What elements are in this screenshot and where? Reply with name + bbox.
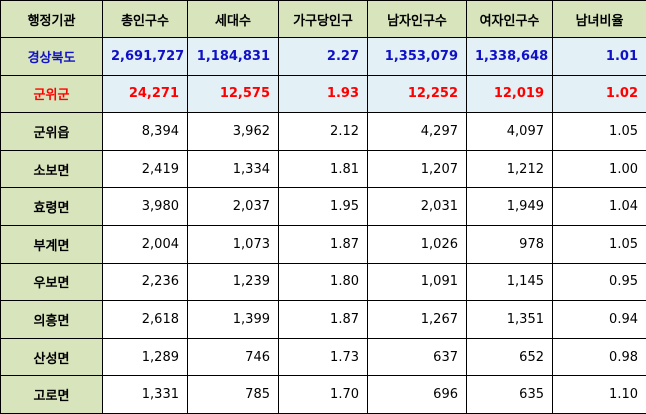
- value-cell: 1.70: [278, 375, 368, 414]
- table-body: 경상북도 2,691,727 1,184,831 2.27 1,353,079 1,338…: [0, 37, 646, 414]
- value-cell: 1,239: [187, 262, 279, 302]
- value-cell: 1.80: [278, 262, 368, 302]
- value-cell: 1.81: [278, 149, 368, 189]
- value-cell: 2,419: [102, 149, 188, 189]
- region-cell: 효령면: [0, 187, 103, 226]
- value-cell: 1.87: [278, 300, 368, 339]
- region-cell: 의흥면: [0, 300, 103, 339]
- region-cell: 우보면: [0, 262, 103, 302]
- value-cell: 696: [367, 375, 467, 414]
- region-cell: 소보면: [0, 149, 103, 189]
- value-cell: 1,351: [466, 300, 553, 339]
- region-cell: 산성면: [0, 337, 103, 377]
- value-cell: 1.04: [552, 187, 646, 226]
- value-cell: 1,207: [367, 149, 467, 189]
- value-cell: 1.73: [278, 337, 368, 377]
- header-row: 행정기관 총인구수 세대수 가구당인구 남자인구수 여자인구수 남녀비율: [0, 0, 646, 38]
- value-cell: 12,252: [367, 74, 467, 114]
- region-cell: 군위군: [0, 74, 103, 114]
- value-cell: 0.95: [552, 262, 646, 302]
- value-cell: 637: [367, 337, 467, 377]
- value-cell: 1.95: [278, 187, 368, 226]
- value-cell: 1,267: [367, 300, 467, 339]
- value-cell: 2.27: [278, 37, 368, 76]
- value-cell: 4,297: [367, 112, 467, 151]
- header-cell: 여자인구수: [466, 0, 553, 38]
- value-cell: 1,091: [367, 262, 467, 302]
- value-cell: 2,618: [102, 300, 188, 339]
- value-cell: 0.98: [552, 337, 646, 377]
- value-cell: 635: [466, 375, 553, 414]
- table-row: 부계면 2,004 1,073 1.87 1,026 978 1.05: [0, 224, 646, 264]
- value-cell: 1.02: [552, 74, 646, 114]
- value-cell: 652: [466, 337, 553, 377]
- value-cell: 746: [187, 337, 279, 377]
- value-cell: 8,394: [102, 112, 188, 151]
- value-cell: 1,289: [102, 337, 188, 377]
- table-row: 경상북도 2,691,727 1,184,831 2.27 1,353,079 1,338…: [0, 37, 646, 76]
- value-cell: 1,338,648: [466, 37, 553, 76]
- value-cell: 1,073: [187, 224, 279, 264]
- region-cell: 경상북도: [0, 37, 103, 76]
- value-cell: 1.10: [552, 375, 646, 414]
- value-cell: 0.94: [552, 300, 646, 339]
- table-row: 효령면 3,980 2,037 1.95 2,031 1,949 1.04: [0, 187, 646, 226]
- header-cell: 남녀비율: [552, 0, 646, 38]
- value-cell: 1,026: [367, 224, 467, 264]
- table-row: 우보면 2,236 1,239 1.80 1,091 1,145 0.95: [0, 262, 646, 302]
- table-row: 소보면 2,419 1,334 1.81 1,207 1,212 1.00: [0, 149, 646, 189]
- header-cell: 남자인구수: [367, 0, 467, 38]
- table-row: 의흥면 2,618 1,399 1.87 1,267 1,351 0.94: [0, 300, 646, 339]
- table-row: 고로면 1,331 785 1.70 696 635 1.10: [0, 375, 646, 414]
- value-cell: 2,004: [102, 224, 188, 264]
- header-cell: 총인구수: [102, 0, 188, 38]
- value-cell: 12,019: [466, 74, 553, 114]
- value-cell: 2,037: [187, 187, 279, 226]
- value-cell: 1.87: [278, 224, 368, 264]
- value-cell: 785: [187, 375, 279, 414]
- value-cell: 1.01: [552, 37, 646, 76]
- value-cell: 12,575: [187, 74, 279, 114]
- value-cell: 24,271: [102, 74, 188, 114]
- value-cell: 978: [466, 224, 553, 264]
- value-cell: 2,031: [367, 187, 467, 226]
- region-cell: 군위읍: [0, 112, 103, 151]
- region-cell: 고로면: [0, 375, 103, 414]
- table-row: 군위읍 8,394 3,962 2.12 4,297 4,097 1.05: [0, 112, 646, 151]
- value-cell: 1,949: [466, 187, 553, 226]
- value-cell: 1,184,831: [187, 37, 279, 76]
- region-cell: 부계면: [0, 224, 103, 264]
- table-row: 군위군 24,271 12,575 1.93 12,252 12,019 1.02: [0, 74, 646, 114]
- value-cell: 1.00: [552, 149, 646, 189]
- value-cell: 4,097: [466, 112, 553, 151]
- header-cell: 행정기관: [0, 0, 103, 38]
- header-cell: 가구당인구: [278, 0, 368, 38]
- value-cell: 1,212: [466, 149, 553, 189]
- value-cell: 1,399: [187, 300, 279, 339]
- value-cell: 1.05: [552, 224, 646, 264]
- value-cell: 2.12: [278, 112, 368, 151]
- value-cell: 1.93: [278, 74, 368, 114]
- header-cell: 세대수: [187, 0, 279, 38]
- value-cell: 1,331: [102, 375, 188, 414]
- value-cell: 2,691,727: [102, 37, 188, 76]
- value-cell: 2,236: [102, 262, 188, 302]
- table-row: 산성면 1,289 746 1.73 637 652 0.98: [0, 337, 646, 377]
- value-cell: 3,962: [187, 112, 279, 151]
- value-cell: 1,145: [466, 262, 553, 302]
- value-cell: 1.05: [552, 112, 646, 151]
- value-cell: 3,980: [102, 187, 188, 226]
- value-cell: 1,334: [187, 149, 279, 189]
- value-cell: 1,353,079: [367, 37, 467, 76]
